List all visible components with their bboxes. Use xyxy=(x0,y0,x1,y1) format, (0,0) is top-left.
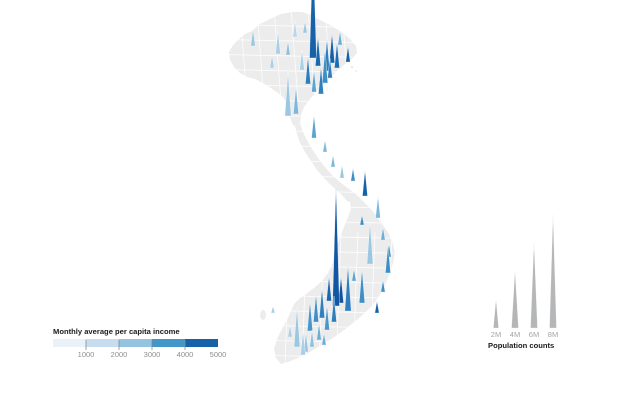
province-border-line xyxy=(229,248,395,255)
population-spike xyxy=(358,268,366,304)
population-spike xyxy=(309,0,317,59)
population-spike xyxy=(287,324,293,338)
population-spike xyxy=(339,164,345,179)
province-border-line xyxy=(229,173,395,180)
population-spike xyxy=(293,85,299,115)
population-spike xyxy=(362,169,368,197)
population-spike xyxy=(326,275,332,302)
population-spike xyxy=(366,221,374,265)
population-spike xyxy=(299,49,305,71)
population-spike xyxy=(380,279,386,293)
income-colorbar: 1000 2000 3000 4000 5000 xyxy=(53,339,226,359)
population-legend-label: 6M xyxy=(529,330,539,339)
population-legend-title: Population counts xyxy=(488,341,554,350)
population-spike xyxy=(318,65,324,95)
income-legend: Monthly average per capita income 1000 20… xyxy=(53,327,226,359)
population-spike xyxy=(313,293,319,323)
population-spike xyxy=(305,55,311,85)
population-spike xyxy=(300,330,306,356)
population-spike xyxy=(275,30,281,55)
income-tick-label: 2000 xyxy=(111,350,128,359)
province-border-line xyxy=(229,188,395,195)
province-border-line xyxy=(229,353,395,360)
province-border-line xyxy=(229,143,395,150)
population-spike xyxy=(270,305,276,314)
province-border-line xyxy=(229,203,395,210)
population-spike xyxy=(385,244,391,274)
income-tick-label: 5000 xyxy=(210,350,227,359)
population-spike xyxy=(330,154,336,168)
population-spike xyxy=(332,184,340,307)
population-legend-spikes: 2M 4M 6M 8M xyxy=(491,212,558,339)
income-colorbar-segment xyxy=(53,339,86,347)
population-spike xyxy=(315,35,321,67)
income-colorbar-segment xyxy=(86,339,119,347)
population-legend-spike xyxy=(530,241,538,329)
population-spike xyxy=(324,304,330,331)
population-spike xyxy=(322,139,328,153)
island xyxy=(350,65,354,69)
income-colorbar-segment xyxy=(185,339,218,347)
population-spike xyxy=(374,300,380,314)
population-spike xyxy=(380,226,386,241)
population-spike xyxy=(311,69,317,93)
population-spike xyxy=(309,329,315,348)
population-spike xyxy=(327,57,333,79)
province-border-line xyxy=(229,278,395,285)
province-border-line xyxy=(229,98,395,105)
population-spike xyxy=(338,275,344,304)
province-border-line xyxy=(229,263,395,270)
population-spike xyxy=(285,40,291,56)
population-spike xyxy=(359,214,365,226)
population-spike xyxy=(250,28,256,47)
population-spike xyxy=(316,322,322,341)
population-spike xyxy=(345,45,351,63)
population-spike xyxy=(311,114,317,139)
population-spike xyxy=(319,287,325,319)
population-spike xyxy=(329,32,335,64)
population-spike xyxy=(321,48,329,84)
population-spike xyxy=(269,54,275,69)
population-spike xyxy=(284,71,292,117)
population-spike xyxy=(321,332,327,346)
income-tick-label: 3000 xyxy=(144,350,161,359)
population-legend-label: 8M xyxy=(548,330,558,339)
population-spike xyxy=(344,264,352,312)
population-spikes-layer xyxy=(250,0,392,356)
population-spike xyxy=(351,268,357,282)
province-border-line xyxy=(358,12,367,103)
population-spike xyxy=(337,30,343,46)
province-border-line xyxy=(290,12,299,103)
population-spike xyxy=(292,20,298,38)
population-spike xyxy=(293,306,301,348)
population-spike xyxy=(350,167,356,182)
population-legend-label: 2M xyxy=(491,330,501,339)
population-legend: 2M 4M 6M 8M Population counts xyxy=(488,212,558,350)
population-spike xyxy=(302,20,308,34)
province-border-line xyxy=(229,113,395,120)
population-legend-spike xyxy=(549,212,557,329)
population-legend-label: 4M xyxy=(510,330,520,339)
province-border-line xyxy=(229,233,395,240)
island xyxy=(355,70,357,72)
income-tick-label: 1000 xyxy=(78,350,95,359)
population-legend-spike xyxy=(493,298,499,329)
income-tick-label: 4000 xyxy=(177,350,194,359)
population-spike xyxy=(334,41,340,69)
province-border-line xyxy=(273,12,282,103)
income-colorbar-segment xyxy=(119,339,152,347)
income-colorbar-segment xyxy=(152,339,185,347)
population-spike xyxy=(331,295,337,323)
population-legend-spike xyxy=(511,269,519,329)
population-spike xyxy=(375,195,381,219)
population-spike xyxy=(307,300,313,332)
phu-quoc-island xyxy=(260,310,266,320)
income-legend-title: Monthly average per capita income xyxy=(53,327,180,336)
province-border-line xyxy=(229,218,395,225)
